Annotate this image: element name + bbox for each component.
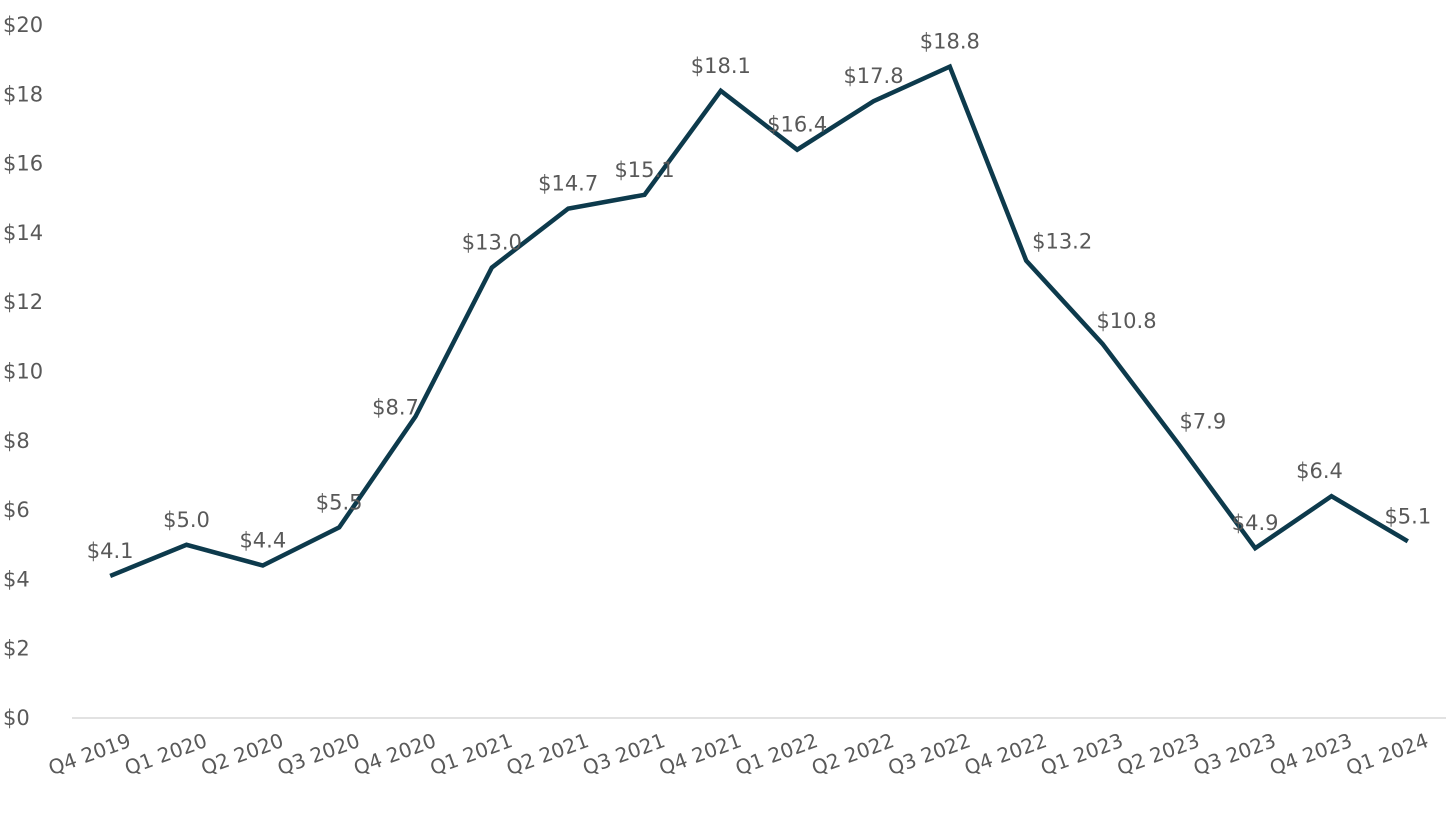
y-tick-label: $4 [3, 567, 30, 591]
y-tick-label: $14 [3, 221, 43, 245]
data-label: $18.1 [691, 54, 751, 78]
x-tick-label: Q4 2022 [961, 728, 1050, 780]
y-axis: $0 $2 $4 $6 $8 $10 $12 $14 $16 $18 $20 [3, 13, 43, 730]
y-tick-label: $20 [3, 13, 43, 37]
x-tick-label: Q3 2020 [274, 728, 363, 780]
y-tick-label: $10 [3, 360, 43, 384]
data-label: $7.9 [1179, 409, 1226, 433]
x-tick-label: Q2 2022 [808, 728, 897, 780]
x-tick-label: Q1 2024 [1343, 728, 1432, 780]
x-tick-label: Q1 2021 [427, 728, 516, 780]
data-label: $17.8 [843, 64, 903, 88]
data-label: $16.4 [767, 113, 827, 137]
y-tick-label: $2 [3, 637, 30, 661]
data-label: $8.7 [372, 396, 419, 420]
data-label: $5.1 [1384, 504, 1431, 528]
data-labels: $4.1 $5.0 $4.4 $5.5 $8.7 $13.0 $14.7 $15.1 $18.1… [87, 30, 1431, 563]
x-tick-label: Q2 2021 [503, 728, 592, 780]
x-tick-label: Q4 2020 [350, 728, 439, 780]
data-label: $6.4 [1296, 459, 1343, 483]
data-label: $14.7 [538, 172, 598, 196]
y-tick-label: $8 [3, 429, 30, 453]
data-label: $18.8 [920, 30, 980, 54]
series-line [109, 63, 1409, 578]
x-tick-label: Q3 2023 [1190, 728, 1279, 780]
data-label: $4.1 [87, 539, 134, 563]
y-tick-label: $0 [3, 706, 30, 730]
data-label: $4.9 [1232, 511, 1279, 535]
data-label: $5.5 [316, 490, 363, 514]
x-tick-label: Q2 2023 [1114, 728, 1203, 780]
data-label: $13.2 [1032, 230, 1092, 254]
y-tick-label: $18 [3, 82, 43, 106]
data-label: $13.0 [462, 231, 522, 255]
data-label: $15.1 [614, 158, 674, 182]
x-tick-label: Q1 2022 [732, 728, 821, 780]
data-label: $5.0 [163, 508, 210, 532]
x-tick-label: Q4 2023 [1266, 728, 1355, 780]
x-tick-label: Q3 2021 [579, 728, 668, 780]
data-label: $10.8 [1096, 309, 1156, 333]
x-tick-label: Q1 2020 [121, 728, 210, 780]
y-tick-label: $16 [3, 152, 43, 176]
x-tick-label: Q3 2022 [885, 728, 974, 780]
x-tick-label: Q2 2020 [198, 728, 287, 780]
y-tick-label: $6 [3, 498, 30, 522]
x-tick-label: Q4 2021 [656, 728, 745, 780]
x-tick-label: Q1 2023 [1037, 728, 1126, 780]
x-tick-label: Q4 2019 [45, 728, 134, 780]
y-tick-label: $12 [3, 290, 43, 314]
data-label: $4.4 [239, 529, 286, 553]
